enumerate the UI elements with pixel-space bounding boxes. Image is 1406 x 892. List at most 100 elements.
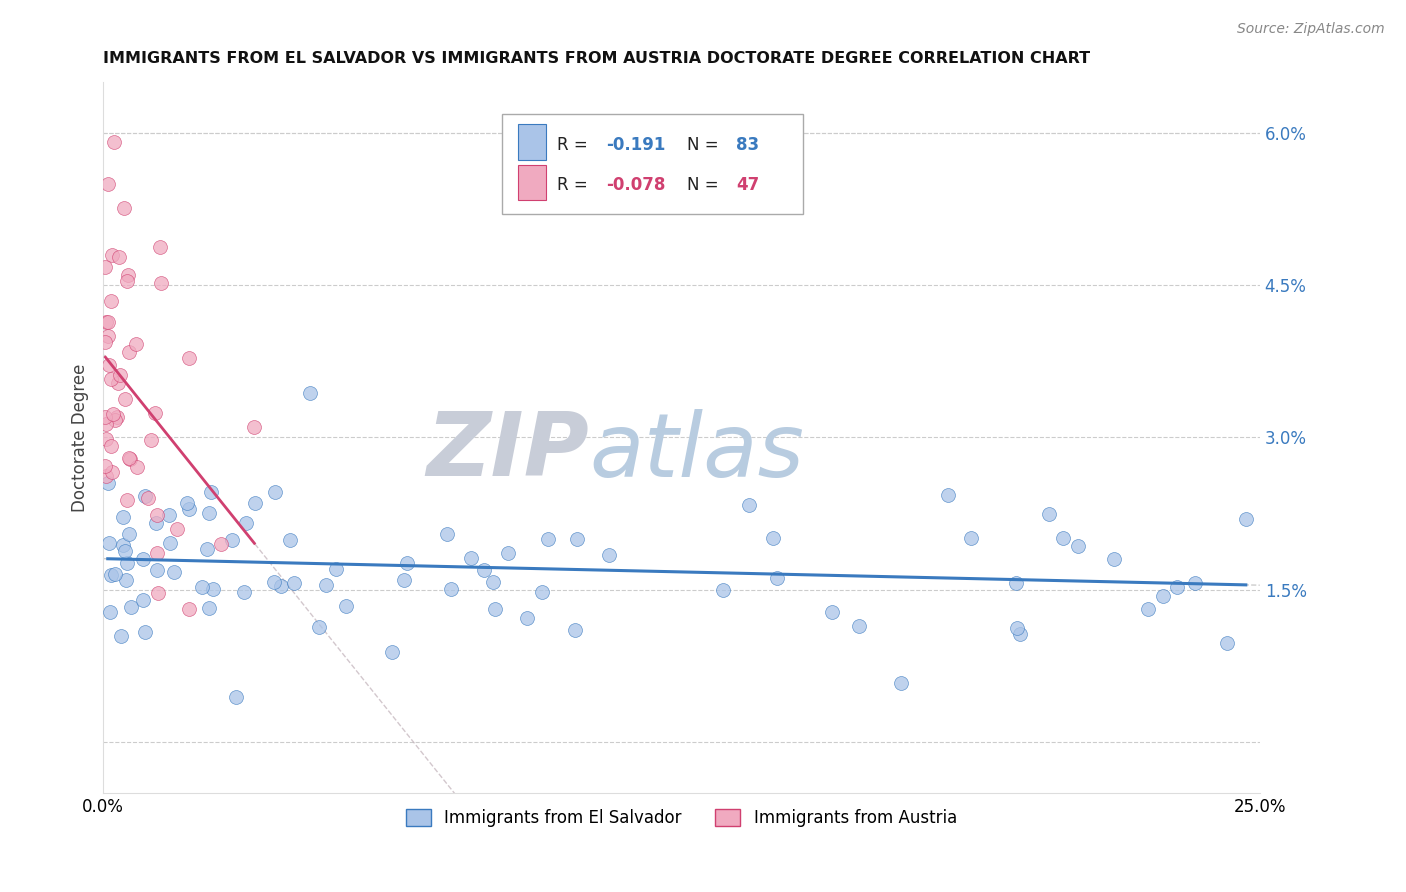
Point	[565, 532, 588, 546]
Point	[201, 582, 224, 597]
Point	[125, 337, 148, 351]
Point	[243, 420, 266, 434]
Point	[848, 618, 870, 632]
Point	[1152, 589, 1174, 603]
Point	[157, 508, 180, 522]
Point	[134, 489, 156, 503]
Point	[162, 565, 184, 579]
Point	[176, 495, 198, 509]
Point	[117, 268, 139, 282]
Point	[97, 177, 120, 191]
Point	[298, 386, 321, 401]
Point	[97, 476, 120, 491]
Point	[118, 527, 141, 541]
Point	[598, 549, 620, 563]
Point	[98, 605, 121, 619]
Point	[118, 345, 141, 359]
Point	[120, 599, 142, 614]
Point	[97, 536, 120, 550]
Y-axis label: Doctorate Degree: Doctorate Degree	[72, 363, 89, 512]
Point	[96, 432, 118, 446]
Point	[125, 460, 148, 475]
Point	[766, 571, 789, 585]
Point	[278, 533, 301, 547]
FancyBboxPatch shape	[519, 124, 546, 160]
Point	[484, 602, 506, 616]
Point	[118, 450, 141, 465]
Point	[150, 276, 173, 290]
Point	[136, 491, 159, 505]
Point	[190, 580, 212, 594]
Point	[103, 135, 125, 149]
Point	[149, 240, 172, 254]
Point	[200, 485, 222, 500]
Point	[98, 358, 121, 372]
Point	[396, 556, 419, 570]
Point	[1216, 636, 1239, 650]
Point	[198, 506, 221, 520]
Point	[474, 563, 496, 577]
Point	[94, 334, 117, 349]
Point	[209, 537, 232, 551]
Point	[110, 628, 132, 642]
Point	[270, 578, 292, 592]
Point	[177, 351, 200, 365]
Text: R =: R =	[557, 176, 592, 194]
Point	[711, 583, 734, 598]
Point	[94, 417, 117, 431]
Point	[114, 544, 136, 558]
Point	[335, 599, 357, 614]
Point	[232, 585, 254, 599]
Text: atlas: atlas	[589, 409, 804, 494]
Point	[1102, 551, 1125, 566]
Text: Source: ZipAtlas.com: Source: ZipAtlas.com	[1237, 22, 1385, 37]
Point	[381, 645, 404, 659]
Point	[107, 376, 129, 391]
Point	[308, 620, 330, 634]
Point	[132, 552, 155, 566]
Point	[115, 493, 138, 508]
Point	[936, 488, 959, 502]
Point	[315, 578, 337, 592]
Point	[516, 611, 538, 625]
Point	[1234, 511, 1257, 525]
Point	[235, 516, 257, 530]
FancyBboxPatch shape	[502, 114, 803, 213]
Point	[94, 410, 117, 425]
Point	[821, 605, 844, 619]
Point	[264, 485, 287, 500]
Point	[105, 410, 128, 425]
Point	[1184, 575, 1206, 590]
Point	[283, 575, 305, 590]
Point	[145, 516, 167, 530]
Point	[115, 556, 138, 570]
Point	[1066, 539, 1088, 553]
Point	[120, 452, 142, 467]
Point	[1136, 601, 1159, 615]
Point	[100, 372, 122, 386]
Point	[1010, 626, 1032, 640]
Point	[325, 562, 347, 576]
Point	[139, 433, 162, 447]
Text: -0.078: -0.078	[606, 176, 665, 194]
Point	[134, 625, 156, 640]
Point	[112, 202, 135, 216]
Point	[159, 536, 181, 550]
Text: 47: 47	[735, 176, 759, 194]
Text: ZIP: ZIP	[426, 409, 589, 495]
Point	[537, 533, 560, 547]
Point	[195, 541, 218, 556]
Point	[104, 567, 127, 582]
Point	[111, 510, 134, 524]
Point	[1038, 507, 1060, 521]
Point	[146, 508, 169, 522]
FancyBboxPatch shape	[519, 164, 546, 200]
Point	[94, 260, 117, 274]
Point	[221, 533, 243, 547]
Text: -0.191: -0.191	[606, 136, 665, 153]
Text: R =: R =	[557, 136, 592, 153]
Point	[146, 563, 169, 577]
Point	[101, 465, 124, 479]
Point	[146, 585, 169, 599]
Point	[890, 676, 912, 690]
